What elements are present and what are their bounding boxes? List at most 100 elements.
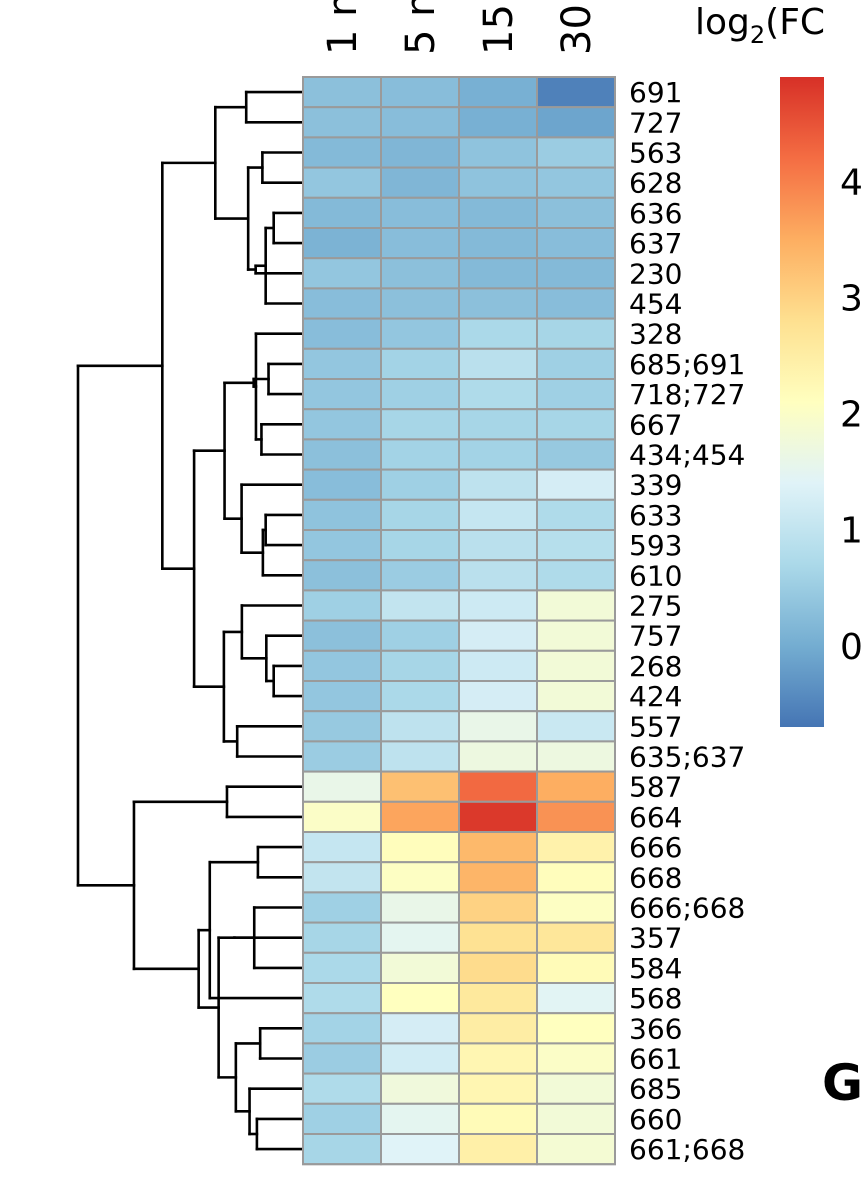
heatmap-cell xyxy=(458,680,538,713)
heatmap-cell xyxy=(302,1042,382,1075)
heatmap-cell xyxy=(380,710,460,743)
heatmap-cell xyxy=(536,347,616,380)
heatmap-cell xyxy=(380,740,460,773)
heatmap-cell xyxy=(458,408,538,441)
heatmap-cell xyxy=(458,649,538,682)
heatmap-cell xyxy=(536,76,616,109)
heatmap-cell xyxy=(380,831,460,864)
heatmap-cell xyxy=(380,317,460,350)
heatmap-cell xyxy=(302,861,382,894)
heatmap-cell xyxy=(458,1012,538,1045)
heatmap-cell xyxy=(380,257,460,290)
heatmap-cell xyxy=(380,1072,460,1105)
heatmap-cell xyxy=(458,287,538,320)
row-label: 666;668 xyxy=(629,892,745,925)
heatmap-cell xyxy=(536,1133,616,1166)
heatmap-cell xyxy=(536,468,616,501)
heatmap-cell xyxy=(536,106,616,139)
heatmap-cell xyxy=(302,982,382,1015)
column-label: 5 m xyxy=(398,0,444,55)
heatmap-cell xyxy=(458,317,538,350)
row-label: 275 xyxy=(629,590,682,623)
heatmap-cell xyxy=(302,287,382,320)
row-label: 563 xyxy=(629,137,682,170)
row-label: 635;637 xyxy=(629,741,745,774)
heatmap-cell xyxy=(536,740,616,773)
heatmap-cell xyxy=(536,287,616,320)
row-label: 757 xyxy=(629,620,682,653)
row-label: 434;454 xyxy=(629,439,745,472)
heatmap-cells xyxy=(302,76,616,1166)
heatmap-cell xyxy=(458,136,538,169)
heatmap-cell xyxy=(536,1072,616,1105)
row-label: 668 xyxy=(629,861,682,894)
row-label: 366 xyxy=(629,1012,682,1045)
heatmap-cell xyxy=(380,770,460,803)
row-label: 328 xyxy=(629,318,682,351)
heatmap-cell xyxy=(458,861,538,894)
heatmap-cell xyxy=(458,76,538,109)
row-label: 357 xyxy=(629,922,682,955)
heatmap-cell xyxy=(380,529,460,562)
row-label: 587 xyxy=(629,771,682,804)
heatmap-cell xyxy=(458,619,538,652)
heatmap-cell xyxy=(536,196,616,230)
row-label: 633 xyxy=(629,499,682,532)
heatmap-cell xyxy=(458,982,538,1015)
heatmap-cell xyxy=(458,438,538,471)
row-label: 661 xyxy=(629,1043,682,1076)
colorbar-title: log2(FC xyxy=(695,2,825,49)
heatmap-cell xyxy=(302,257,382,290)
heatmap-cell xyxy=(458,921,538,954)
colorbar-tick-label: 3 xyxy=(840,279,863,320)
row-label: 636 xyxy=(629,197,682,230)
heatmap-cell xyxy=(380,861,460,894)
heatmap-cell xyxy=(380,438,460,471)
heatmap-cell xyxy=(458,257,538,290)
heatmap-cell xyxy=(380,619,460,652)
column-label: 1 m xyxy=(320,0,366,55)
row-label: 666 xyxy=(629,831,682,864)
heatmap-cell xyxy=(302,831,382,864)
heatmap-cell xyxy=(536,1102,616,1136)
heatmap-cell xyxy=(302,166,382,199)
heatmap-cell xyxy=(380,378,460,411)
heatmap-cell xyxy=(380,891,460,924)
row-label: 691 xyxy=(629,76,682,109)
heatmap-cell xyxy=(302,770,382,803)
heatmap-cell xyxy=(536,589,616,622)
heatmap-cell xyxy=(302,619,382,652)
heatmap-cell xyxy=(302,227,382,260)
heatmap-cell xyxy=(536,559,616,592)
heatmap-cell xyxy=(536,770,616,803)
heatmap-cell xyxy=(380,106,460,139)
heatmap-cell xyxy=(536,408,616,441)
heatmap-cell xyxy=(458,1042,538,1075)
heatmap-cell xyxy=(302,800,382,833)
column-label: 30 xyxy=(554,4,600,55)
heatmap-cell xyxy=(380,1042,460,1075)
row-label: 664 xyxy=(629,801,682,834)
row-label: 424 xyxy=(629,680,682,713)
heatmap-cell xyxy=(458,347,538,380)
heatmap-cell xyxy=(302,1102,382,1136)
heatmap-cell xyxy=(380,498,460,531)
heatmap-cell xyxy=(302,891,382,924)
heatmap-cell xyxy=(380,468,460,501)
row-label: 584 xyxy=(629,952,682,985)
colorbar-tick-label: 4 xyxy=(840,162,863,203)
heatmap-cell xyxy=(302,529,382,562)
heatmap-cell xyxy=(458,106,538,139)
colorbar-ticks: 0 1 2 3 4 xyxy=(840,162,863,667)
colorbar-tick-label: 1 xyxy=(840,511,863,552)
heatmap-cell xyxy=(302,106,382,139)
heatmap-cell xyxy=(536,619,616,652)
heatmap-cell xyxy=(536,921,616,954)
row-label: 637 xyxy=(629,227,682,260)
heatmap-cell xyxy=(380,982,460,1015)
heatmap-cell xyxy=(536,649,616,682)
heatmap-cell xyxy=(458,227,538,260)
heatmap-cell xyxy=(380,166,460,199)
colorbar-gradient xyxy=(780,77,824,727)
heatmap-cell xyxy=(302,1133,382,1166)
